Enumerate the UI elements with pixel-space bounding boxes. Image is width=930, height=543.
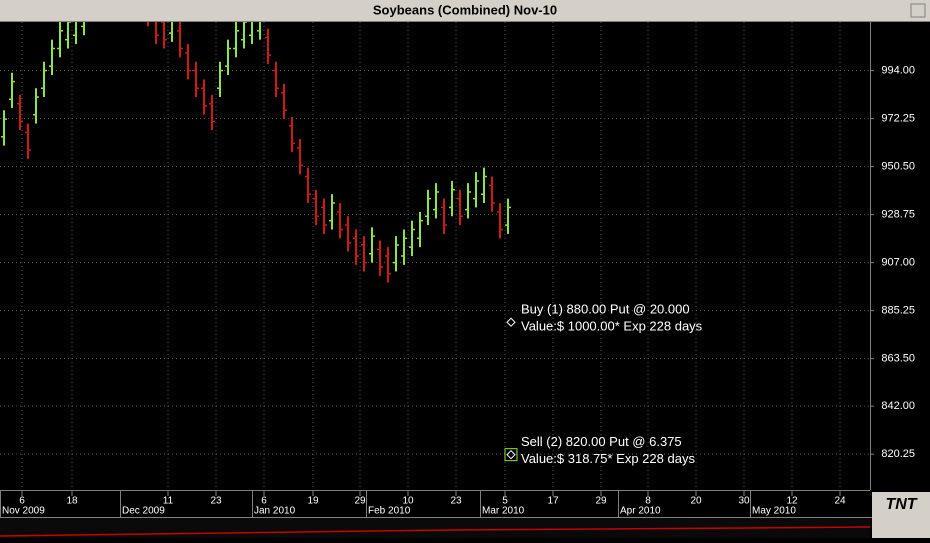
month-label: Feb 2010 — [368, 506, 411, 517]
plot-area — [0, 22, 870, 490]
x-tick-label: 24 — [834, 496, 846, 507]
x-tick-label: 23 — [210, 496, 222, 507]
y-tick-label: 820.25 — [881, 448, 915, 460]
month-label: May 2010 — [752, 506, 796, 517]
x-tick-label: 29 — [354, 496, 366, 507]
x-tick-label: 23 — [450, 496, 462, 507]
x-tick-label: 6 — [19, 496, 25, 507]
x-tick-label: 30 — [738, 496, 750, 507]
x-tick-label: 10 — [402, 496, 414, 507]
y-tick-label: 885.25 — [881, 305, 915, 317]
y-tick-label: 950.50 — [881, 161, 915, 173]
y-tick-label: 928.75 — [881, 209, 915, 221]
month-label: Jan 2010 — [254, 506, 296, 517]
y-tick-label: 972.25 — [881, 112, 915, 124]
x-tick-label: 6 — [261, 496, 267, 507]
x-tick-label: 18 — [66, 496, 78, 507]
annotation-text: Value:$ 318.75* Exp 228 days — [521, 451, 695, 466]
x-tick-label: 19 — [307, 496, 319, 507]
indicator-line — [0, 526, 871, 537]
x-tick-label: 11 — [163, 496, 174, 507]
annotation-marker — [506, 449, 516, 460]
title-bar — [0, 0, 930, 22]
x-tick-label: 8 — [645, 496, 651, 507]
x-tick-label: 12 — [786, 496, 798, 507]
annotation-box — [504, 448, 518, 462]
x-tick-label: 29 — [595, 496, 607, 507]
annotation-text: Buy (1) 880.00 Put @ 20.000 — [521, 302, 690, 317]
month-label: Nov 2009 — [2, 506, 45, 517]
x-tick-label: 5 — [502, 496, 508, 507]
x-tick-label: 20 — [690, 496, 702, 507]
month-label: Mar 2010 — [482, 506, 525, 517]
y-tick-label: 863.50 — [881, 353, 915, 365]
logo-box — [872, 492, 930, 538]
annotation-text: Value:$ 1000.00* Exp 228 days — [521, 319, 703, 334]
y-tick-label: 907.00 — [881, 257, 915, 269]
month-label: Dec 2009 — [122, 506, 165, 517]
x-tick-label: 17 — [547, 496, 559, 507]
logo: TNT — [885, 496, 917, 513]
annotation-text: Sell (2) 820.00 Put @ 6.375 — [521, 434, 682, 449]
x-axis-band — [0, 490, 870, 517]
y-tick-label: 994.00 — [881, 64, 915, 76]
month-label: Apr 2010 — [620, 506, 661, 517]
y-tick-label: 842.00 — [881, 400, 915, 412]
annotation-marker — [506, 317, 516, 327]
window-button[interactable] — [910, 3, 926, 18]
chart-title: Soybeans (Combined) Nov-10 — [373, 2, 557, 17]
